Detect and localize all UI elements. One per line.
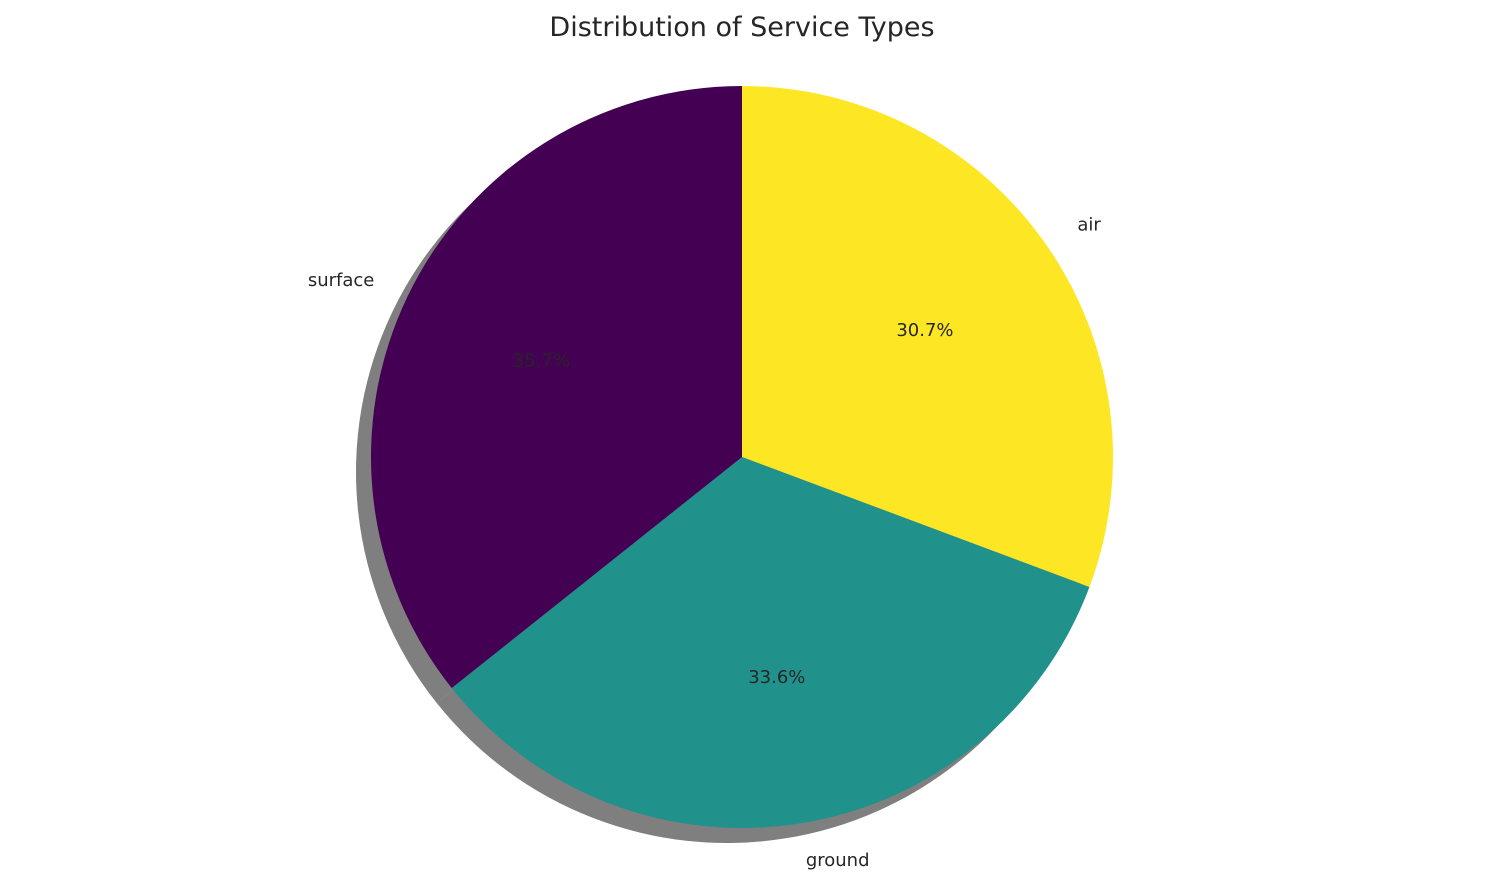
pie-slice-ground xyxy=(451,457,1090,828)
pie-slice-surface xyxy=(371,86,742,689)
pie-slices xyxy=(371,86,1113,828)
slice-label-ground: ground xyxy=(806,850,870,871)
slice-percent-air: 30.7% xyxy=(896,320,953,341)
chart-title: Distribution of Service Types xyxy=(549,12,934,43)
slice-percent-surface: 35.7% xyxy=(513,350,570,371)
slice-label-air: air xyxy=(1077,214,1101,235)
slice-label-surface: surface xyxy=(308,270,375,291)
slice-percent-ground: 33.6% xyxy=(748,667,805,688)
pie-slice-air xyxy=(742,86,1113,588)
pie-labels: air 30.7% ground 33.6% surface 35.7% xyxy=(308,214,1102,871)
